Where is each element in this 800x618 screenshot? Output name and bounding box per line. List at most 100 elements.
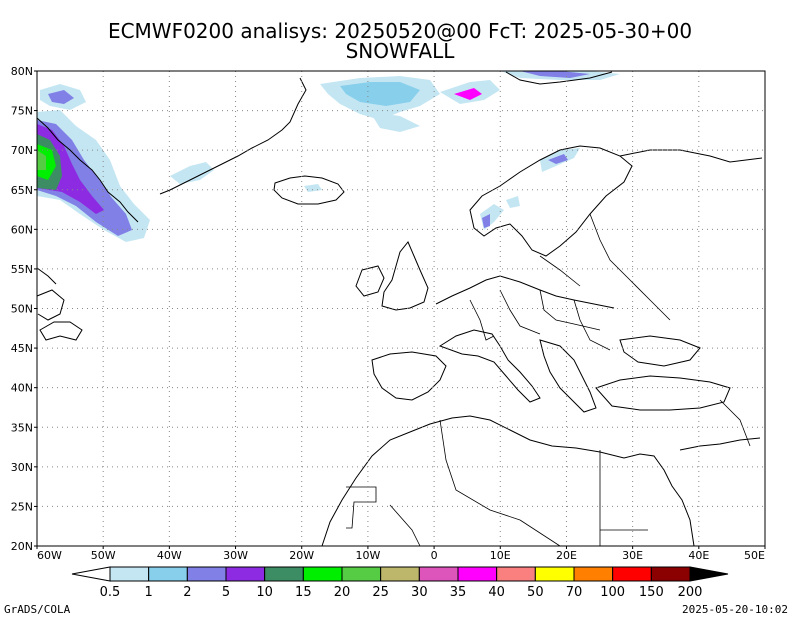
lat-tick-label: 45N [11,342,33,355]
colorbar-label: 20 [334,585,351,600]
coastline-red-sea-arabia [679,437,761,451]
colorbar-swatch [496,566,536,582]
coastline-france-italy [438,329,541,403]
coastline-kola [619,149,763,163]
border-segment [719,399,751,447]
lon-tick-label: 20E [556,549,577,562]
colorbar-label: 50 [527,585,544,600]
colorbar-swatch [302,566,343,582]
snowfall-area [37,144,56,180]
timestamp-label: 2025-05-20-10:02 [682,603,788,616]
latitude-labels: 20N 25N 30N 35N 40N 45N 50N 55N 60N 65N 70N 75N 80N [11,65,37,553]
colorbar-label: 15 [295,585,312,600]
lat-tick-label: 75N [11,105,33,118]
lat-tick-label: 50N [11,303,33,316]
lon-tick-label: 30W [223,549,248,562]
coastline-ireland [355,265,385,297]
coastline-greenland-east [159,77,307,195]
lon-tick-label: 0 [431,549,438,562]
colorbar-label: 35 [450,585,467,600]
coastline-turkey [595,375,731,411]
lon-tick-label: 20W [289,549,314,562]
chart-title: ECMWF0200 analisys: 20250520@00 FcT: 202… [107,19,693,43]
border-segment [519,519,561,547]
colorbar-label: 10 [256,585,273,600]
snowfall-area [506,196,520,208]
credit-label: GrADS/COLA [4,603,71,616]
snowfall-area [340,82,420,106]
lon-tick-label: 10W [355,549,380,562]
border-segment [499,289,541,335]
snowfall-area [170,162,214,184]
lat-tick-label: 25N [11,500,33,513]
colorbar-swatch [457,566,498,582]
snowfall-area [37,150,46,170]
lon-tick-label: 10E [490,549,511,562]
colorbar-swatch [148,566,188,582]
colorbar-swatch [612,566,652,582]
coastline-north-africa [321,415,695,547]
country-borders [346,213,751,547]
lon-tick-label: 40W [157,549,182,562]
chart-subtitle: SNOWFALL [345,39,455,63]
colorbar-label: 0.5 [100,585,121,600]
snowfall-area [482,214,490,228]
snowfall-area [304,184,322,192]
border-segment [469,299,495,341]
border-segment [573,299,611,351]
coastline-labrador [36,267,57,285]
lat-tick-label: 40N [11,382,33,395]
snowfall-shading [37,71,620,242]
lat-tick-label: 60N [11,223,33,236]
lat-tick-label: 30N [11,461,33,474]
lon-tick-label: 50E [744,549,765,562]
lat-tick-label: 80N [11,65,33,78]
lat-tick-label: 70N [11,144,33,157]
coastline-nova-scotia [39,321,83,341]
border-segment [346,486,377,529]
colorbar-swatch [650,566,691,582]
coastline-british-isles [381,241,429,311]
lat-lon-grid [37,71,765,546]
lon-tick-label: 30E [622,549,643,562]
lat-tick-label: 20N [11,540,33,553]
colorbar-swatch [264,566,304,582]
snowfall-area [48,90,74,104]
lon-tick-label: 50W [91,549,116,562]
coastline-newfoundland [36,289,65,321]
colorbar-label: 200 [678,585,703,600]
longitude-labels: 60W 50W 40W 30W 20W 10W 0 10E 20E 30E 40E 50E [36,546,766,562]
colorbar-label: 5 [222,585,230,600]
colorbar-swatch [109,566,150,582]
colorbar-swatch [418,566,459,582]
coastline-europe-north [435,275,615,309]
coastline-greenland-west [36,117,139,223]
colorbar [71,566,729,582]
colorbar-label: 100 [600,585,625,600]
colorbar-swatch [341,566,382,582]
map-frame [36,70,766,547]
coastline-svalbard [505,71,613,85]
colorbar-swatch [534,566,575,582]
border-segment [539,255,581,287]
lon-tick-label: 40E [688,549,709,562]
snowfall-area [520,71,590,78]
colorbar-swatch [186,566,227,582]
colorbar-label: 25 [372,585,389,600]
colorbar-swatch [573,566,614,582]
colorbar-label: 150 [639,585,664,600]
border-segment [389,504,421,547]
colorbar-under-arrow [71,566,111,582]
lat-tick-label: 55N [11,263,33,276]
border-segment [439,419,521,521]
border-segment [589,213,671,321]
coastlines [36,71,763,547]
snowfall-area [454,88,482,100]
colorbar-swatch [380,566,420,582]
colorbar-label: 40 [488,585,505,600]
border-segment [539,289,601,331]
lon-tick-label: 60W [37,549,62,562]
colorbar-label: 1 [145,585,153,600]
coastline-balkans-greece [539,339,597,413]
